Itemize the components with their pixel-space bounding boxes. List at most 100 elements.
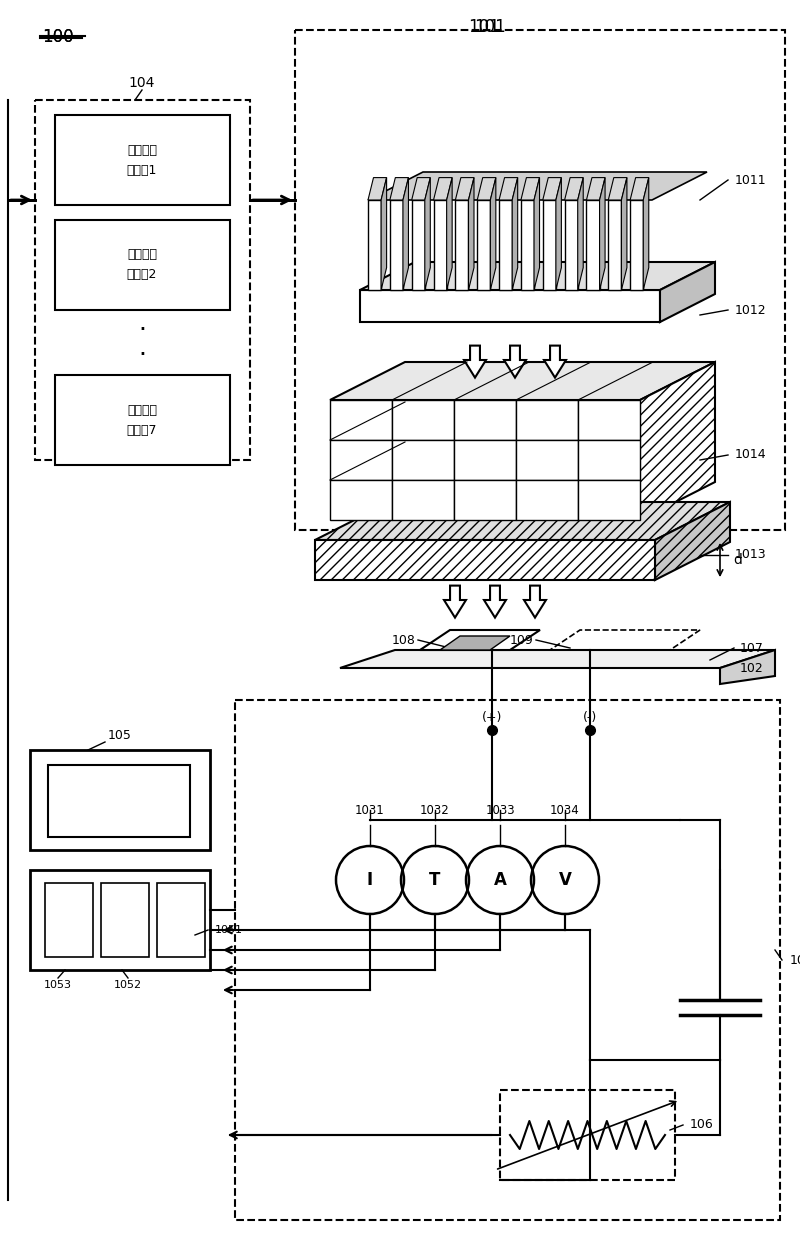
Polygon shape (516, 480, 578, 520)
Bar (101, 883, 149, 957)
Polygon shape (392, 440, 454, 480)
Text: 101: 101 (474, 17, 506, 36)
Polygon shape (434, 178, 452, 201)
Bar (55, 375, 230, 465)
Polygon shape (630, 201, 643, 290)
Text: 100: 100 (42, 27, 74, 46)
Text: 1034: 1034 (550, 804, 580, 816)
Polygon shape (390, 178, 409, 201)
Text: 101: 101 (468, 17, 500, 36)
Bar (500, 1090, 675, 1180)
Polygon shape (556, 178, 562, 290)
Polygon shape (521, 178, 539, 201)
Text: 108: 108 (392, 633, 416, 647)
Text: 100: 100 (42, 27, 74, 46)
Polygon shape (622, 178, 627, 290)
Polygon shape (392, 400, 454, 440)
Polygon shape (586, 178, 605, 201)
Text: A: A (494, 871, 506, 888)
Polygon shape (565, 201, 578, 290)
Polygon shape (720, 650, 775, 684)
Text: 105: 105 (108, 729, 132, 743)
Text: T: T (430, 871, 441, 888)
Text: 供应器7: 供应器7 (126, 424, 158, 436)
Text: I: I (367, 871, 373, 888)
Polygon shape (360, 290, 660, 321)
Polygon shape (315, 502, 730, 540)
Polygon shape (440, 635, 510, 650)
Polygon shape (403, 178, 409, 290)
Polygon shape (478, 201, 490, 290)
Polygon shape (608, 201, 622, 290)
Polygon shape (578, 440, 640, 480)
Polygon shape (504, 345, 526, 378)
Bar (30, 750, 210, 850)
Polygon shape (455, 201, 469, 290)
Text: (+): (+) (482, 711, 502, 724)
Bar (295, 30, 785, 530)
Polygon shape (420, 630, 540, 650)
Bar (30, 870, 210, 969)
Text: 107: 107 (740, 642, 764, 654)
Text: 直流电源: 直流电源 (127, 404, 157, 416)
Polygon shape (499, 178, 518, 201)
Bar (157, 883, 205, 957)
Polygon shape (392, 480, 454, 520)
Polygon shape (565, 178, 583, 201)
Text: 1031: 1031 (355, 804, 385, 816)
Polygon shape (330, 440, 392, 480)
Text: 104: 104 (129, 76, 155, 90)
Text: 直流电源: 直流电源 (127, 248, 157, 262)
Polygon shape (578, 480, 640, 520)
Text: 106: 106 (690, 1119, 714, 1131)
Polygon shape (330, 480, 392, 520)
Text: 直流电源: 直流电源 (127, 143, 157, 157)
Polygon shape (390, 201, 403, 290)
Polygon shape (630, 178, 649, 201)
Text: V: V (558, 871, 571, 888)
Bar (235, 700, 780, 1220)
Text: 1014: 1014 (735, 449, 766, 461)
Polygon shape (330, 363, 715, 400)
Text: 1052: 1052 (114, 981, 142, 991)
Text: 1051: 1051 (215, 925, 243, 934)
Text: ·: · (138, 343, 146, 368)
Bar (55, 115, 230, 206)
Bar (48, 765, 190, 837)
Polygon shape (412, 201, 425, 290)
Polygon shape (542, 178, 562, 201)
Polygon shape (360, 262, 715, 290)
Polygon shape (640, 363, 715, 520)
Text: 供应器1: 供应器1 (127, 163, 157, 177)
Polygon shape (368, 178, 386, 201)
Bar (55, 221, 230, 310)
Polygon shape (454, 400, 516, 440)
Text: 109: 109 (510, 633, 534, 647)
Polygon shape (586, 201, 599, 290)
Text: 102: 102 (740, 662, 764, 674)
Polygon shape (578, 178, 583, 290)
Text: ·: · (138, 318, 146, 341)
Polygon shape (434, 201, 446, 290)
Polygon shape (499, 201, 512, 290)
Polygon shape (655, 502, 730, 579)
Text: 供应器2: 供应器2 (127, 268, 157, 282)
Polygon shape (444, 586, 466, 618)
Polygon shape (490, 178, 496, 290)
Polygon shape (315, 540, 655, 579)
Polygon shape (544, 345, 566, 378)
Polygon shape (524, 586, 546, 618)
Text: 1033: 1033 (485, 804, 515, 816)
Polygon shape (608, 178, 627, 201)
Bar (35, 100, 250, 460)
Text: 103: 103 (790, 953, 800, 967)
Polygon shape (330, 400, 392, 440)
Polygon shape (446, 178, 452, 290)
Text: 1011: 1011 (735, 173, 766, 187)
Text: 1012: 1012 (735, 304, 766, 316)
Text: (-): (-) (583, 711, 597, 724)
Polygon shape (455, 178, 474, 201)
Polygon shape (599, 178, 605, 290)
Polygon shape (381, 178, 386, 290)
Text: 1053: 1053 (44, 981, 72, 991)
